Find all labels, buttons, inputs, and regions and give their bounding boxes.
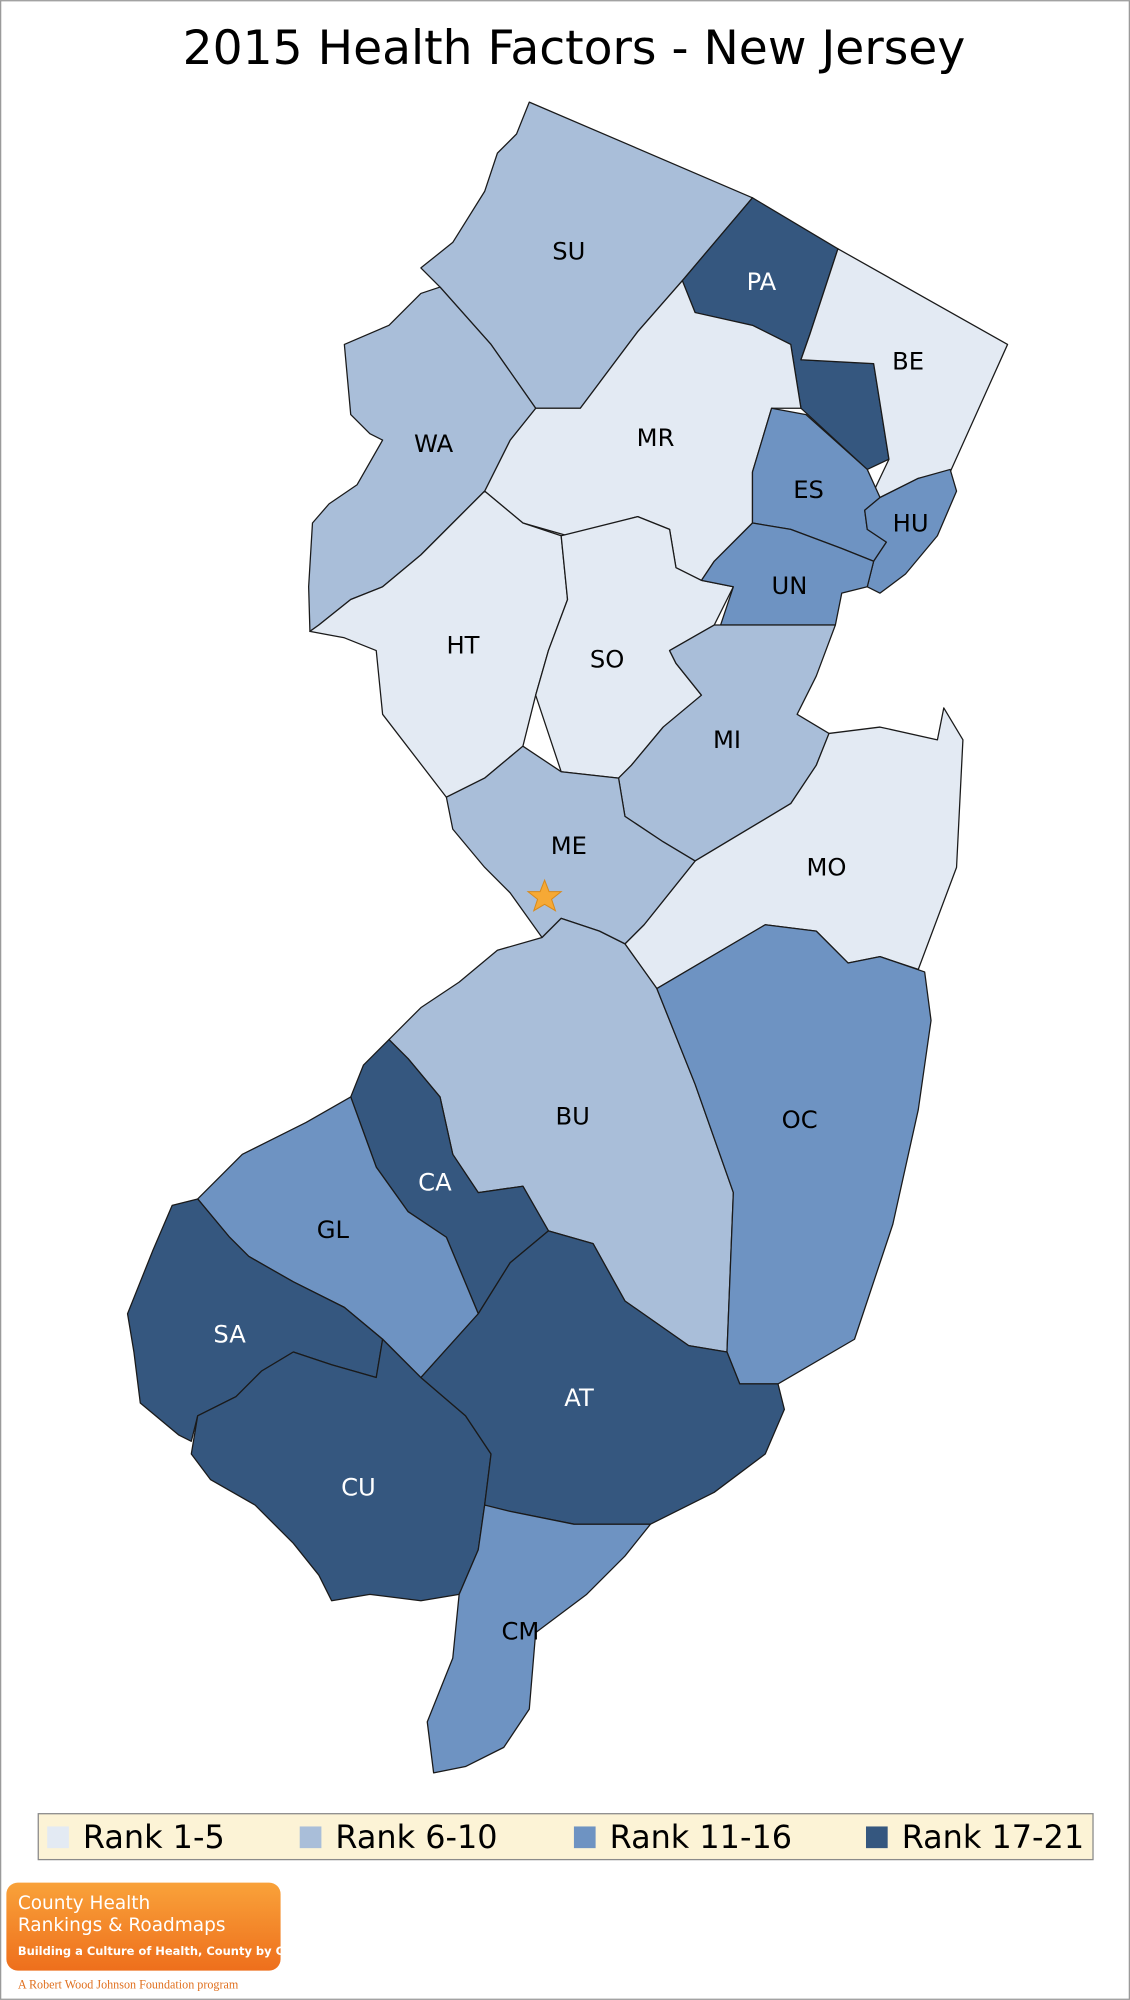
logo-tagline: Building a Culture of Health, County by …: [18, 1944, 322, 1958]
legend-label: Rank 11-16: [610, 1818, 792, 1856]
logo-badge: [6, 1882, 281, 1971]
county-label: MR: [637, 424, 675, 452]
county-label: OC: [782, 1106, 818, 1134]
capital-star: [526, 878, 563, 912]
county-label: HT: [446, 632, 479, 660]
county-label: CM: [501, 1618, 539, 1646]
logo-line: County Health: [18, 1893, 150, 1914]
county-shape: [426, 1504, 652, 1774]
county-label: SO: [590, 646, 624, 674]
county-label: ES: [793, 476, 824, 504]
county-label: PA: [747, 268, 777, 296]
county-label: MI: [713, 726, 741, 754]
legend: Rank 1-5 Rank 6-10 Rank 11-16 Rank 17-21: [47, 1818, 1084, 1856]
county-label: SA: [213, 1320, 246, 1348]
counties: SU PA BE MR WA HT SO ES HU UN MI MO ME BU OC CA GL SA CU AT…: [126, 101, 1009, 1774]
legend-swatch: [299, 1826, 322, 1849]
legend-label: Rank 1-5: [83, 1818, 225, 1856]
county-shape: [308, 286, 537, 633]
county-shape: [445, 745, 696, 945]
county-shape: [656, 924, 932, 1385]
county-label: UN: [772, 572, 808, 600]
county-label: SU: [552, 238, 585, 266]
legend-swatch: [573, 1826, 596, 1849]
logo-footer: A Robert Wood Johnson Foundation program: [18, 1978, 239, 1992]
county-label: AT: [564, 1384, 594, 1412]
legend-label: Rank 6-10: [335, 1818, 497, 1856]
county-label: ME: [551, 832, 587, 860]
legend-swatch: [865, 1826, 888, 1849]
county-shape: [864, 468, 958, 594]
county-label: BU: [555, 1102, 589, 1130]
legend-swatch: [47, 1826, 69, 1849]
county-label: WA: [414, 430, 454, 458]
legend-box: [37, 1813, 1094, 1861]
county-label: GL: [317, 1216, 350, 1244]
logo-line: Rankings & Roadmaps: [18, 1915, 226, 1936]
county-label: CU: [341, 1473, 376, 1501]
legend-label: Rank 17-21: [902, 1818, 1084, 1856]
map-title: 2015 Health Factors - New Jersey: [183, 21, 966, 76]
county-label: MO: [806, 854, 846, 882]
county-label: CA: [418, 1169, 452, 1197]
county-label: HU: [893, 509, 929, 537]
county-label: BE: [892, 347, 924, 375]
